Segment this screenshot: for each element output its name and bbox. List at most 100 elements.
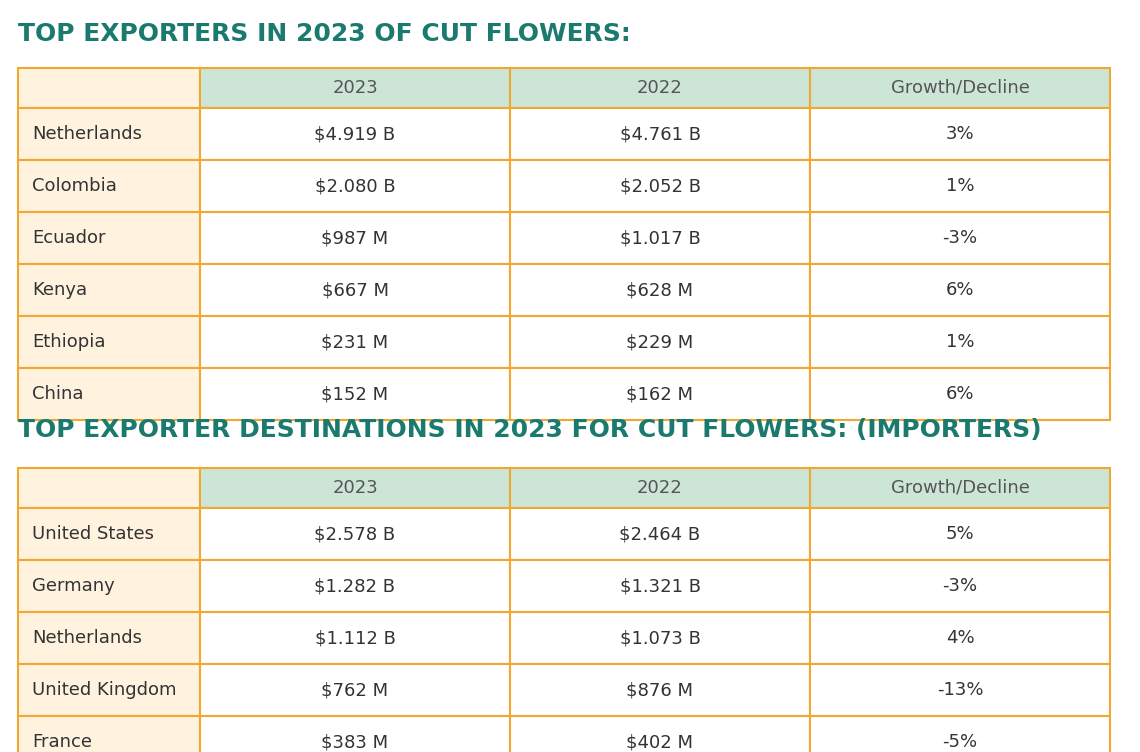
- Bar: [811, 160, 1110, 212]
- Text: $1.073 B: $1.073 B: [619, 629, 700, 647]
- Bar: [200, 212, 510, 264]
- Text: -5%: -5%: [943, 733, 978, 751]
- Text: $628 M: $628 M: [627, 281, 693, 299]
- Text: Ecuador: Ecuador: [32, 229, 106, 247]
- Text: United States: United States: [32, 525, 154, 543]
- Bar: [18, 468, 199, 508]
- Bar: [510, 508, 811, 560]
- Bar: [811, 560, 1110, 612]
- Bar: [18, 212, 199, 264]
- Text: $152 M: $152 M: [321, 385, 389, 403]
- Bar: [510, 664, 811, 716]
- Text: 2022: 2022: [637, 79, 683, 97]
- Text: $229 M: $229 M: [626, 333, 693, 351]
- Bar: [200, 664, 510, 716]
- Text: -3%: -3%: [943, 229, 978, 247]
- Bar: [510, 160, 811, 212]
- Bar: [200, 508, 510, 560]
- Bar: [18, 560, 199, 612]
- Bar: [200, 264, 510, 316]
- Text: $4.919 B: $4.919 B: [315, 125, 396, 143]
- Text: 3%: 3%: [946, 125, 975, 143]
- Bar: [18, 612, 199, 664]
- Text: 6%: 6%: [946, 281, 975, 299]
- Text: $231 M: $231 M: [321, 333, 389, 351]
- Text: $4.761 B: $4.761 B: [619, 125, 700, 143]
- Bar: [510, 68, 811, 108]
- Bar: [18, 264, 199, 316]
- Text: 1%: 1%: [946, 333, 975, 351]
- Bar: [510, 264, 811, 316]
- Bar: [811, 316, 1110, 368]
- Text: $1.321 B: $1.321 B: [619, 577, 700, 595]
- Bar: [811, 264, 1110, 316]
- Bar: [200, 468, 510, 508]
- Text: $1.112 B: $1.112 B: [315, 629, 396, 647]
- Bar: [811, 508, 1110, 560]
- Bar: [510, 716, 811, 752]
- Text: 5%: 5%: [946, 525, 975, 543]
- Bar: [200, 368, 510, 420]
- Text: $667 M: $667 M: [321, 281, 389, 299]
- Bar: [510, 560, 811, 612]
- Bar: [510, 468, 811, 508]
- Bar: [18, 108, 199, 160]
- Text: Germany: Germany: [32, 577, 115, 595]
- Bar: [18, 68, 199, 108]
- Text: United Kingdom: United Kingdom: [32, 681, 177, 699]
- Text: $383 M: $383 M: [321, 733, 389, 751]
- Text: China: China: [32, 385, 83, 403]
- Bar: [811, 212, 1110, 264]
- Text: TOP EXPORTERS IN 2023 OF CUT FLOWERS:: TOP EXPORTERS IN 2023 OF CUT FLOWERS:: [18, 22, 630, 46]
- Text: $2.080 B: $2.080 B: [315, 177, 396, 195]
- Bar: [200, 716, 510, 752]
- Bar: [510, 212, 811, 264]
- Text: 4%: 4%: [946, 629, 975, 647]
- Text: $2.464 B: $2.464 B: [619, 525, 701, 543]
- Text: TOP EXPORTER DESTINATIONS IN 2023 FOR CUT FLOWERS: (IMPORTERS): TOP EXPORTER DESTINATIONS IN 2023 FOR CU…: [18, 418, 1042, 442]
- Bar: [510, 612, 811, 664]
- Text: 6%: 6%: [946, 385, 975, 403]
- Bar: [811, 612, 1110, 664]
- Bar: [811, 468, 1110, 508]
- Bar: [510, 368, 811, 420]
- Bar: [811, 68, 1110, 108]
- Text: -3%: -3%: [943, 577, 978, 595]
- Bar: [18, 316, 199, 368]
- Text: $1.017 B: $1.017 B: [620, 229, 700, 247]
- Text: Netherlands: Netherlands: [32, 629, 142, 647]
- Text: $1.282 B: $1.282 B: [315, 577, 396, 595]
- Bar: [200, 108, 510, 160]
- Bar: [18, 508, 199, 560]
- Bar: [811, 664, 1110, 716]
- Text: $2.052 B: $2.052 B: [619, 177, 700, 195]
- Bar: [200, 160, 510, 212]
- Bar: [18, 716, 199, 752]
- Text: $162 M: $162 M: [627, 385, 693, 403]
- Bar: [18, 160, 199, 212]
- Bar: [18, 664, 199, 716]
- Text: 1%: 1%: [946, 177, 975, 195]
- Text: Netherlands: Netherlands: [32, 125, 142, 143]
- Bar: [200, 316, 510, 368]
- Text: Kenya: Kenya: [32, 281, 87, 299]
- Text: France: France: [32, 733, 92, 751]
- Bar: [510, 108, 811, 160]
- Text: 2023: 2023: [332, 79, 377, 97]
- Text: Growth/Decline: Growth/Decline: [890, 479, 1029, 497]
- Text: 2022: 2022: [637, 479, 683, 497]
- Text: $402 M: $402 M: [627, 733, 693, 751]
- Text: $2.578 B: $2.578 B: [315, 525, 396, 543]
- Text: Ethiopia: Ethiopia: [32, 333, 106, 351]
- Bar: [811, 368, 1110, 420]
- Text: 2023: 2023: [332, 479, 377, 497]
- Text: Growth/Decline: Growth/Decline: [890, 79, 1029, 97]
- Bar: [200, 560, 510, 612]
- Text: $876 M: $876 M: [627, 681, 693, 699]
- Bar: [18, 368, 199, 420]
- Bar: [200, 612, 510, 664]
- Bar: [510, 316, 811, 368]
- Text: Colombia: Colombia: [32, 177, 117, 195]
- Text: $987 M: $987 M: [321, 229, 389, 247]
- Bar: [811, 108, 1110, 160]
